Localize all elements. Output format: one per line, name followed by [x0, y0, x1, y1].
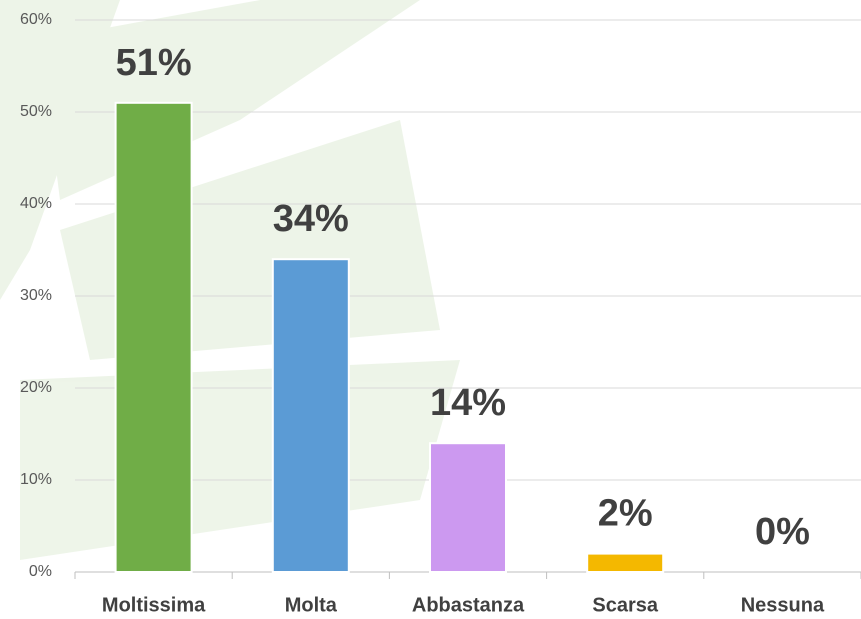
- y-tick-label: 20%: [20, 379, 52, 396]
- value-label: 34%: [273, 198, 349, 240]
- background-logo: [0, 0, 460, 560]
- value-label: 14%: [430, 382, 506, 424]
- x-tick-label: Molta: [285, 594, 338, 616]
- y-tick-label: 10%: [20, 471, 52, 488]
- x-tick-label: Nessuna: [741, 594, 825, 616]
- x-tick-label: Moltissima: [102, 594, 206, 616]
- y-tick-label: 50%: [20, 103, 52, 120]
- bar: [586, 552, 665, 573]
- value-label: 51%: [116, 42, 192, 84]
- value-label: 0%: [755, 511, 810, 553]
- x-tick-label: Abbastanza: [412, 594, 525, 616]
- y-tick-label: 60%: [20, 11, 52, 28]
- y-tick-label: 40%: [20, 195, 52, 212]
- y-tick-label: 0%: [29, 563, 52, 580]
- x-tick-label: Scarsa: [592, 594, 658, 616]
- bar: [114, 101, 193, 574]
- bar: [271, 258, 350, 573]
- y-tick-label: 30%: [20, 287, 52, 304]
- value-label: 2%: [598, 493, 653, 535]
- bar: [429, 442, 507, 574]
